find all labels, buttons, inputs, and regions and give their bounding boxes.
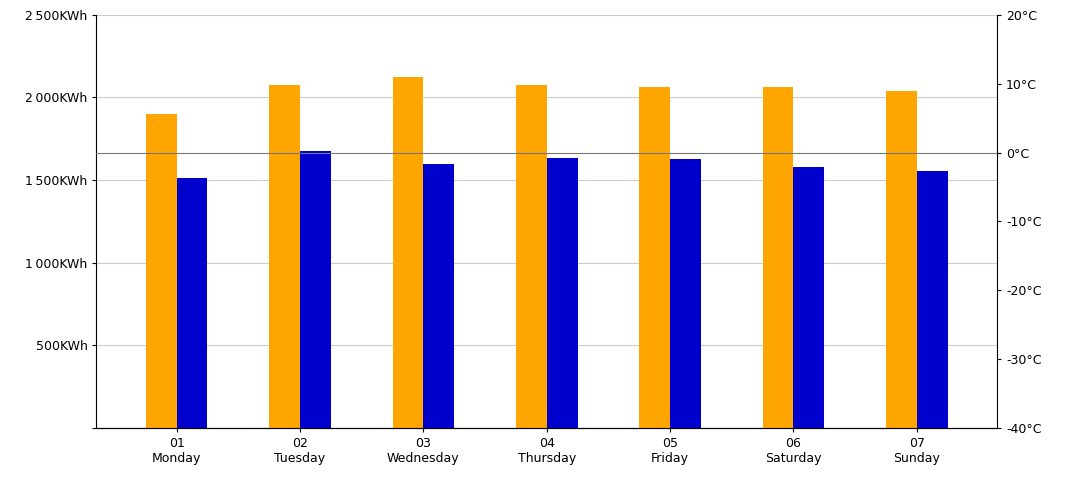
Bar: [516, 85, 547, 428]
Bar: [300, 151, 331, 428]
Bar: [793, 167, 824, 428]
Bar: [885, 91, 917, 428]
Bar: [177, 179, 208, 428]
Bar: [146, 114, 177, 428]
Bar: [762, 87, 793, 428]
Bar: [269, 85, 300, 428]
Bar: [392, 77, 423, 428]
Bar: [639, 87, 670, 428]
Bar: [547, 158, 578, 428]
Bar: [917, 171, 948, 428]
Bar: [423, 164, 455, 428]
Bar: [670, 159, 701, 428]
